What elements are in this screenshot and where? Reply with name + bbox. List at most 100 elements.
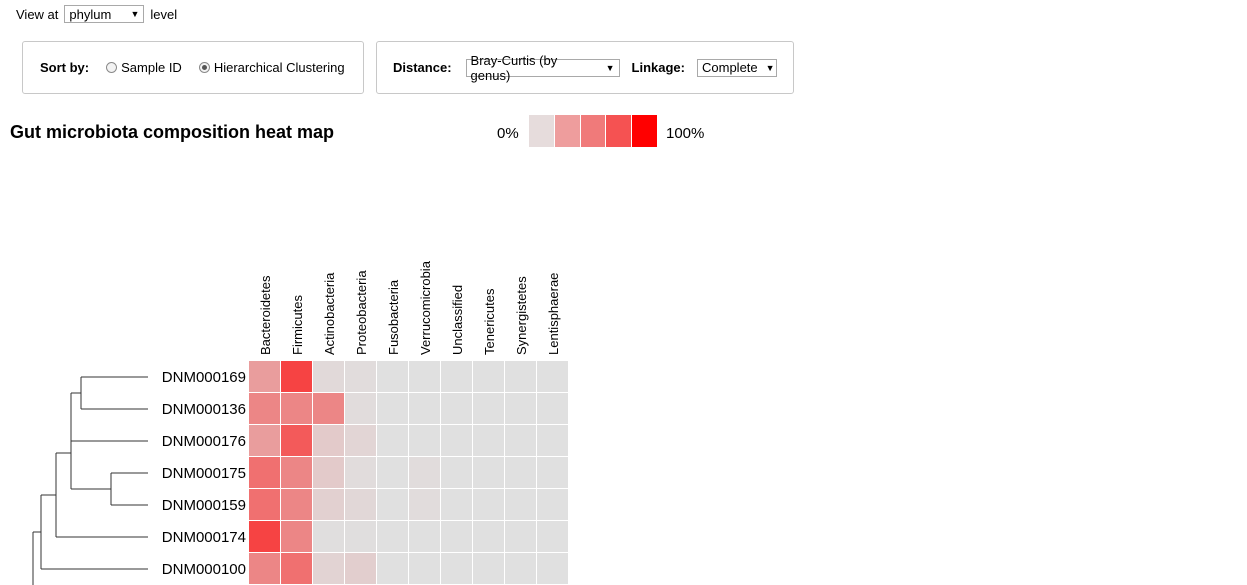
heatmap-cell[interactable]: [473, 521, 504, 552]
heatmap-cell[interactable]: [473, 425, 504, 456]
distance-select-value: Bray-Curtis (by genus): [470, 52, 558, 83]
heatmap-cell[interactable]: [441, 425, 472, 456]
sort-panel: Sort by: Sample ID Hierarchical Clusteri…: [22, 41, 364, 94]
heatmap-cell[interactable]: [345, 425, 376, 456]
radio-unchecked-icon[interactable]: [106, 62, 118, 73]
linkage-label: Linkage:: [631, 60, 685, 75]
heatmap-cell[interactable]: [505, 521, 536, 552]
heatmap-cell[interactable]: [409, 425, 440, 456]
heatmap-cell[interactable]: [537, 521, 568, 552]
heatmap-cell[interactable]: [281, 521, 312, 552]
heatmap-cell[interactable]: [377, 425, 408, 456]
heatmap-cell[interactable]: [441, 553, 472, 584]
heatmap-cell[interactable]: [537, 425, 568, 456]
heatmap-cell[interactable]: [441, 361, 472, 392]
heatmap-cell[interactable]: [249, 489, 280, 520]
heatmap-cell[interactable]: [409, 457, 440, 488]
heatmap-cell[interactable]: [377, 553, 408, 584]
heatmap-cell[interactable]: [473, 489, 504, 520]
heatmap-cell[interactable]: [377, 361, 408, 392]
heatmap-cell[interactable]: [345, 361, 376, 392]
heatmap-cell[interactable]: [377, 489, 408, 520]
heatmap-cell[interactable]: [537, 361, 568, 392]
heatmap-cell[interactable]: [313, 457, 344, 488]
heatmap-cell[interactable]: [249, 521, 280, 552]
sort-option-hierarchical[interactable]: Hierarchical Clustering: [198, 60, 345, 75]
heatmap-cell[interactable]: [281, 393, 312, 424]
heatmap-cell[interactable]: [313, 393, 344, 424]
legend-max-label: 100%: [666, 125, 705, 142]
heatmap-cell[interactable]: [537, 393, 568, 424]
heatmap-cell[interactable]: [473, 553, 504, 584]
heatmap-cell[interactable]: [313, 553, 344, 584]
column-label: Firmicutes: [290, 295, 305, 355]
sort-option-label: Sample ID: [121, 60, 182, 75]
column-label: Bacteroidetes: [258, 275, 273, 355]
heatmap-cell[interactable]: [345, 457, 376, 488]
column-label: Fusobacteria: [386, 279, 401, 355]
row-label: DNM000159: [162, 497, 246, 514]
heatmap-cell[interactable]: [249, 393, 280, 424]
heatmap-cell[interactable]: [249, 457, 280, 488]
column-label: Proteobacteria: [354, 270, 369, 355]
heatmap-cell[interactable]: [473, 457, 504, 488]
heatmap-cell[interactable]: [409, 393, 440, 424]
heatmap-cell[interactable]: [281, 553, 312, 584]
heatmap-cell[interactable]: [505, 489, 536, 520]
radio-checked-icon[interactable]: [198, 62, 210, 73]
heatmap-cell[interactable]: [537, 457, 568, 488]
page-title: Gut microbiota composition heat map: [10, 122, 335, 142]
heatmap-cell[interactable]: [345, 553, 376, 584]
heatmap-cell[interactable]: [473, 393, 504, 424]
level-suffix: level: [150, 6, 178, 22]
heatmap-cell[interactable]: [313, 489, 344, 520]
linkage-select[interactable]: Complete ▼: [697, 58, 777, 77]
heatmap-cell[interactable]: [537, 553, 568, 584]
row-label: DNM000175: [162, 465, 246, 482]
heatmap-cell[interactable]: [377, 521, 408, 552]
heatmap-cell[interactable]: [441, 393, 472, 424]
heatmap-cell[interactable]: [409, 489, 440, 520]
heatmap-cell[interactable]: [281, 425, 312, 456]
heatmap-cell[interactable]: [409, 521, 440, 552]
heatmap-cell[interactable]: [505, 553, 536, 584]
heatmap-cell[interactable]: [505, 425, 536, 456]
heatmap-cell[interactable]: [377, 457, 408, 488]
linkage-select-value: Complete: [702, 60, 758, 75]
heatmap-cell[interactable]: [409, 553, 440, 584]
column-label: Tenericutes: [482, 288, 497, 355]
legend-swatch: [554, 115, 581, 147]
chevron-down-icon: ▼: [765, 62, 775, 73]
heatmap-cell[interactable]: [345, 489, 376, 520]
heatmap-cell[interactable]: [409, 361, 440, 392]
legend-min-label: 0%: [497, 125, 519, 142]
heatmap-cell[interactable]: [537, 489, 568, 520]
heatmap-cell[interactable]: [249, 425, 280, 456]
heatmap-cell[interactable]: [249, 553, 280, 584]
distance-select[interactable]: Bray-Curtis (by genus) ▼: [465, 53, 620, 83]
heatmap-cell[interactable]: [505, 361, 536, 392]
level-select[interactable]: phylum ▼: [64, 5, 145, 23]
heatmap-cell[interactable]: [313, 361, 344, 392]
column-label: Verrucomicrobia: [418, 260, 433, 355]
row-label: DNM000176: [162, 433, 246, 450]
level-select-value: phylum: [69, 6, 112, 22]
heatmap-cell[interactable]: [505, 457, 536, 488]
column-label: Lentisphaerae: [546, 273, 561, 355]
heatmap-cell[interactable]: [313, 521, 344, 552]
heatmap-cell[interactable]: [473, 361, 504, 392]
heatmap-cell[interactable]: [441, 489, 472, 520]
heatmap-cell[interactable]: [345, 393, 376, 424]
heatmap-cell[interactable]: [377, 393, 408, 424]
sort-option-sample-id[interactable]: Sample ID: [106, 60, 182, 75]
heatmap-cell[interactable]: [281, 457, 312, 488]
heatmap-cell[interactable]: [281, 361, 312, 392]
heatmap-cell[interactable]: [313, 425, 344, 456]
heatmap-cell[interactable]: [249, 361, 280, 392]
heatmap-cell[interactable]: [441, 457, 472, 488]
heatmap-cell[interactable]: [505, 393, 536, 424]
heatmap-cell[interactable]: [441, 521, 472, 552]
heatmap-cell[interactable]: [281, 489, 312, 520]
heatmap-cell[interactable]: [345, 521, 376, 552]
